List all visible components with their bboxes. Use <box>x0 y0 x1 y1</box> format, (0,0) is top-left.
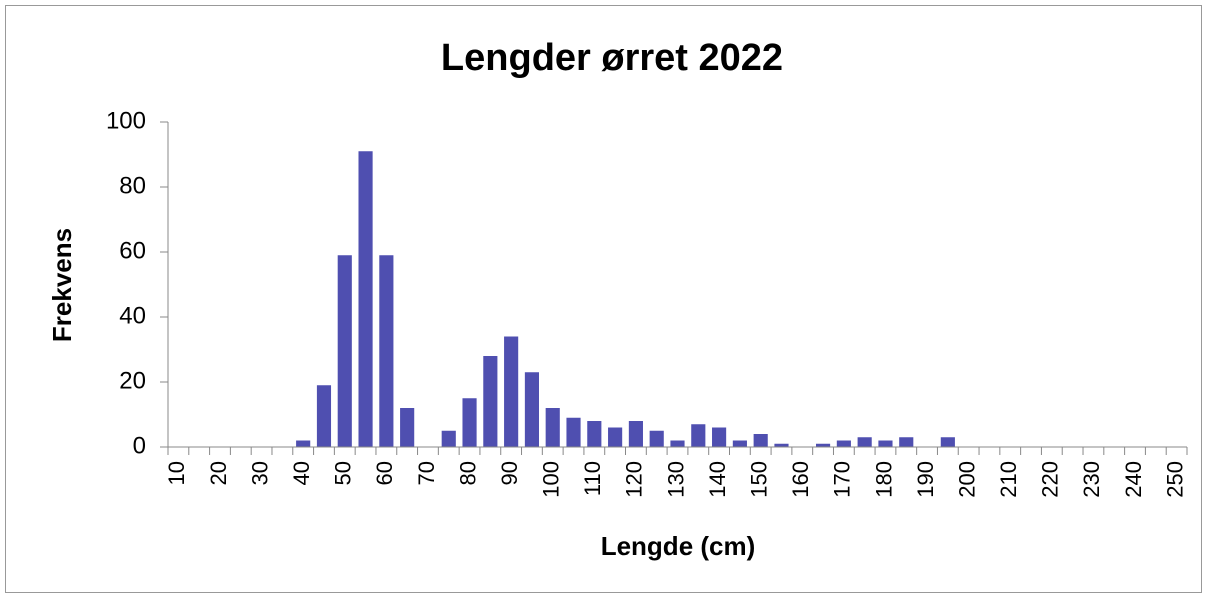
x-tick-label: 100 <box>539 461 564 498</box>
x-tick-label: 180 <box>871 461 896 498</box>
y-tick-label: 0 <box>133 432 146 459</box>
bar <box>836 440 851 447</box>
x-tick-label: 70 <box>414 461 439 485</box>
bar <box>316 385 332 447</box>
x-tick-label: 240 <box>1121 461 1146 498</box>
x-tick-label: 50 <box>331 461 356 485</box>
x-tick-label: 110 <box>580 461 605 496</box>
bar <box>774 443 789 447</box>
x-tick-label: 160 <box>788 461 813 498</box>
x-tick-label: 250 <box>1162 461 1187 498</box>
y-axis-title: Frekvens <box>47 228 77 342</box>
y-tick-label: 80 <box>119 172 146 199</box>
bar <box>732 440 747 447</box>
x-tick-label: 200 <box>954 461 979 498</box>
x-tick-label: 140 <box>705 461 730 498</box>
x-tick-label: 80 <box>455 461 480 485</box>
x-tick-label: 60 <box>372 461 397 485</box>
bar <box>816 443 831 447</box>
x-tick-label: 210 <box>996 461 1021 498</box>
bar <box>545 408 560 447</box>
y-tick-label: 100 <box>106 107 146 134</box>
x-axis-title: Lengde (cm) <box>601 531 756 561</box>
x-tick-label: 30 <box>247 461 272 485</box>
bar <box>857 437 872 447</box>
bar <box>379 255 394 447</box>
bar <box>940 437 955 447</box>
bar <box>504 336 519 447</box>
y-tick-label: 40 <box>119 302 146 329</box>
x-tick-label: 40 <box>289 461 314 485</box>
x-tick-label: 220 <box>1038 461 1063 498</box>
bar <box>670 440 685 447</box>
x-tick-label: 90 <box>497 461 522 485</box>
bar <box>628 421 643 447</box>
x-tick-label: 190 <box>913 461 938 498</box>
x-tick-label: 20 <box>206 461 231 485</box>
x-tick-label: 10 <box>164 461 189 485</box>
bar <box>566 417 581 447</box>
bar <box>878 440 893 447</box>
bar <box>400 408 415 447</box>
bar <box>441 430 456 447</box>
bar <box>899 437 914 447</box>
bar <box>524 372 539 447</box>
y-tick-label: 60 <box>119 237 146 264</box>
bar <box>337 255 352 447</box>
x-tick-label: 120 <box>622 461 647 498</box>
bar <box>483 356 498 447</box>
bar <box>296 440 311 447</box>
chart-title: Lengder ørret 2022 <box>441 37 783 79</box>
bar <box>712 427 727 447</box>
x-tick-label: 130 <box>663 461 688 498</box>
x-tick-label: 170 <box>830 461 855 498</box>
chart-frame <box>5 5 1202 593</box>
bar <box>753 434 768 447</box>
bar <box>608 427 623 447</box>
bar <box>358 151 373 447</box>
bar <box>649 430 664 447</box>
x-tick-label: 150 <box>746 461 771 498</box>
x-tick-label: 230 <box>1079 461 1104 498</box>
bar <box>691 424 706 447</box>
bar <box>462 398 477 447</box>
y-tick-label: 20 <box>119 367 146 394</box>
bar <box>587 421 602 447</box>
